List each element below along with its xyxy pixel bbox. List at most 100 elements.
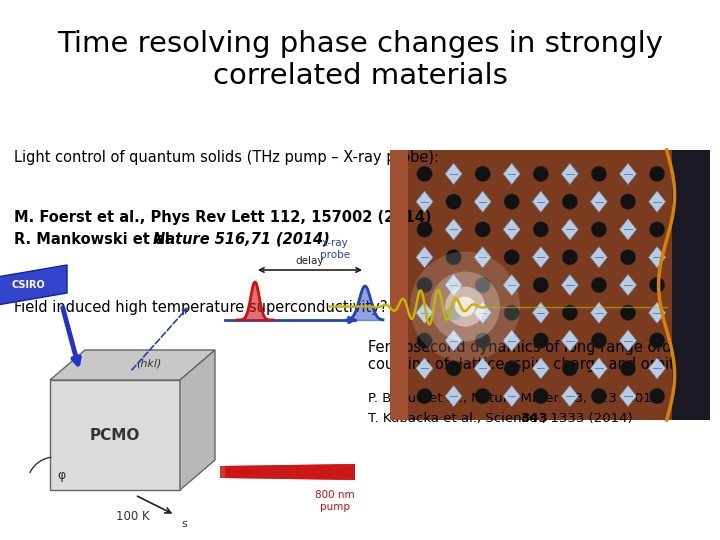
Circle shape	[562, 249, 577, 265]
Polygon shape	[220, 464, 355, 480]
Circle shape	[533, 333, 549, 348]
Polygon shape	[416, 302, 433, 323]
Circle shape	[649, 388, 665, 404]
Polygon shape	[416, 191, 433, 212]
Polygon shape	[649, 191, 665, 212]
Polygon shape	[180, 350, 215, 490]
Polygon shape	[590, 302, 608, 323]
Text: Field induced high temperature superconductivity?: Field induced high temperature supercond…	[14, 300, 387, 315]
Polygon shape	[474, 302, 491, 323]
Circle shape	[562, 305, 577, 321]
Circle shape	[445, 287, 485, 327]
Circle shape	[649, 333, 665, 348]
Text: x-ray
probe: x-ray probe	[320, 238, 350, 260]
Polygon shape	[503, 274, 520, 295]
Polygon shape	[445, 330, 462, 351]
Circle shape	[504, 361, 520, 376]
Circle shape	[417, 277, 432, 293]
Circle shape	[430, 272, 500, 342]
Circle shape	[620, 305, 636, 321]
Circle shape	[475, 388, 490, 404]
Text: delay: delay	[296, 256, 324, 266]
Polygon shape	[649, 302, 665, 323]
Circle shape	[504, 305, 520, 321]
Polygon shape	[503, 219, 520, 240]
Polygon shape	[590, 358, 608, 379]
Polygon shape	[619, 274, 636, 295]
Text: Light control of quantum solids (THz pump – X-ray probe):: Light control of quantum solids (THz pum…	[14, 150, 439, 165]
Bar	[390, 150, 710, 420]
Polygon shape	[50, 380, 180, 490]
Polygon shape	[390, 150, 408, 420]
Circle shape	[620, 194, 636, 210]
Circle shape	[455, 296, 475, 316]
Polygon shape	[619, 219, 636, 240]
Text: (hkl): (hkl)	[136, 359, 161, 368]
Text: 343: 343	[520, 412, 548, 425]
Circle shape	[649, 166, 665, 181]
Polygon shape	[619, 386, 636, 407]
Circle shape	[533, 388, 549, 404]
Text: Femtosecond dynamics of long range order:
coupling of; lattice, spin, charge and: Femtosecond dynamics of long range order…	[368, 340, 696, 373]
Polygon shape	[503, 386, 520, 407]
Bar	[672, 150, 710, 420]
Polygon shape	[590, 247, 608, 268]
Text: 100 K: 100 K	[116, 510, 149, 523]
Circle shape	[446, 305, 462, 321]
Polygon shape	[532, 247, 549, 268]
Text: φ: φ	[58, 469, 66, 483]
Polygon shape	[649, 358, 665, 379]
Polygon shape	[474, 358, 491, 379]
Circle shape	[591, 277, 607, 293]
Text: R. Mankowski et al.: R. Mankowski et al.	[14, 232, 181, 247]
Circle shape	[417, 221, 432, 237]
Circle shape	[591, 221, 607, 237]
Polygon shape	[445, 274, 462, 295]
Polygon shape	[416, 358, 433, 379]
Text: s: s	[181, 519, 186, 529]
Polygon shape	[590, 191, 608, 212]
Polygon shape	[619, 330, 636, 351]
Text: , 1333 (2014): , 1333 (2014)	[542, 412, 633, 425]
Circle shape	[446, 194, 462, 210]
Circle shape	[475, 166, 490, 181]
Polygon shape	[562, 274, 578, 295]
Polygon shape	[445, 219, 462, 240]
Text: CSIRO: CSIRO	[12, 280, 45, 290]
Circle shape	[591, 388, 607, 404]
Circle shape	[475, 277, 490, 293]
Circle shape	[591, 333, 607, 348]
Polygon shape	[445, 163, 462, 185]
Circle shape	[562, 361, 577, 376]
Circle shape	[446, 361, 462, 376]
Polygon shape	[532, 302, 549, 323]
Polygon shape	[619, 163, 636, 185]
Circle shape	[446, 249, 462, 265]
Circle shape	[475, 333, 490, 348]
Text: M. Foerst et al., Phys Rev Lett 112, 157002 (2014): M. Foerst et al., Phys Rev Lett 112, 157…	[14, 210, 431, 225]
Circle shape	[649, 277, 665, 293]
Circle shape	[591, 166, 607, 181]
Text: 800 nm
pump: 800 nm pump	[315, 490, 355, 511]
Circle shape	[504, 194, 520, 210]
Circle shape	[620, 361, 636, 376]
Polygon shape	[474, 191, 491, 212]
Polygon shape	[0, 265, 67, 305]
Text: Nature 516,71 (2014): Nature 516,71 (2014)	[153, 232, 330, 247]
Text: PCMO: PCMO	[90, 428, 140, 442]
Polygon shape	[416, 247, 433, 268]
Polygon shape	[562, 386, 578, 407]
Polygon shape	[562, 219, 578, 240]
Circle shape	[533, 166, 549, 181]
Polygon shape	[50, 350, 215, 380]
Polygon shape	[562, 163, 578, 185]
Circle shape	[504, 249, 520, 265]
Polygon shape	[445, 386, 462, 407]
Circle shape	[475, 221, 490, 237]
Polygon shape	[503, 163, 520, 185]
Circle shape	[410, 252, 520, 362]
Polygon shape	[649, 247, 665, 268]
Circle shape	[417, 388, 432, 404]
Polygon shape	[225, 464, 355, 480]
Polygon shape	[474, 247, 491, 268]
